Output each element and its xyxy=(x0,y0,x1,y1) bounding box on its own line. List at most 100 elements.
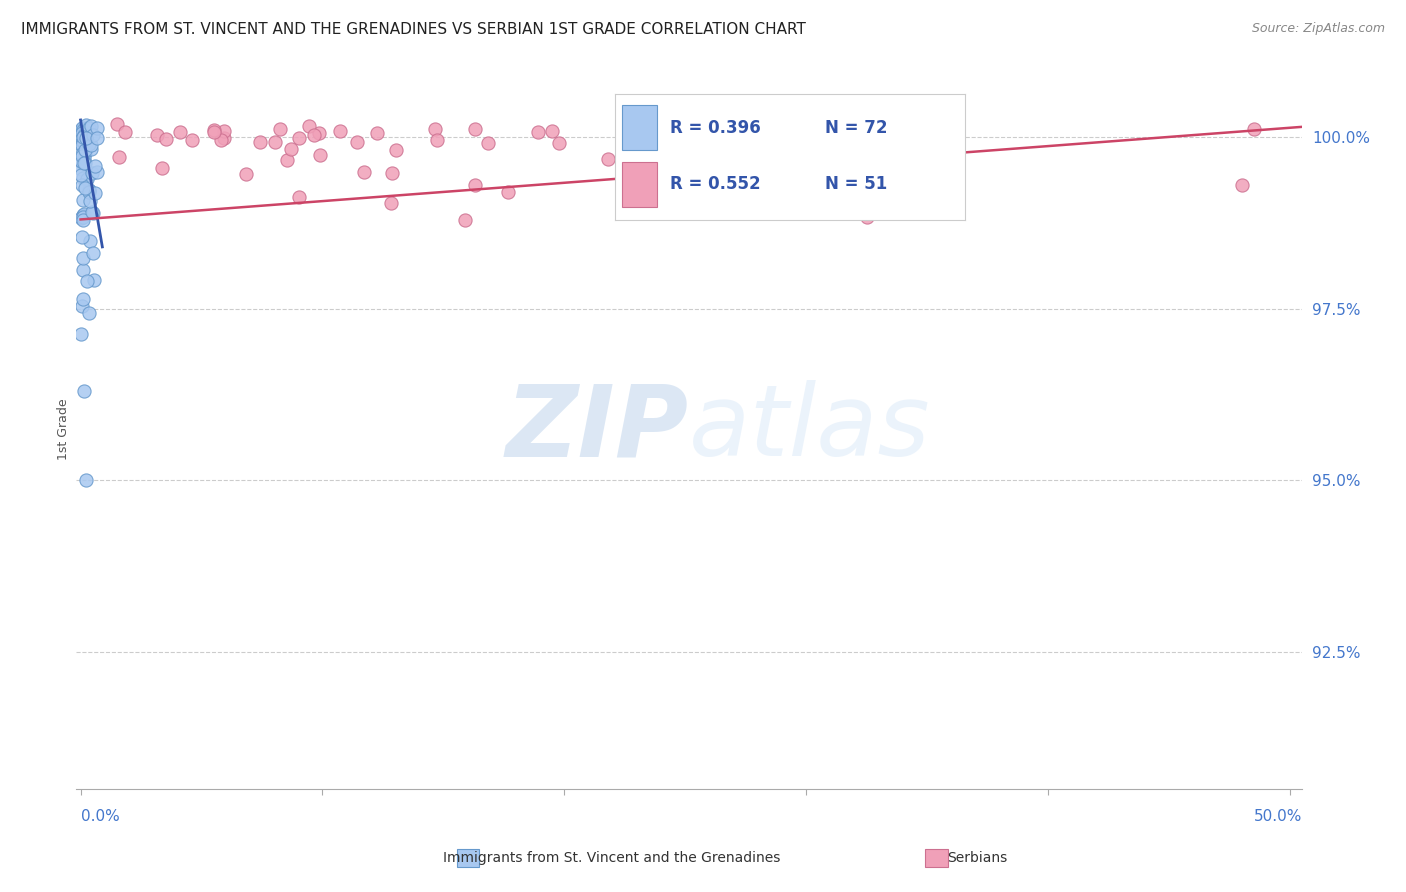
Point xyxy=(75,473,97,487)
Point xyxy=(288,190,311,204)
Point xyxy=(70,326,93,341)
Point xyxy=(169,124,191,138)
Point xyxy=(302,128,325,143)
Text: 0.0%: 0.0% xyxy=(80,809,120,824)
Point xyxy=(79,194,101,209)
Point xyxy=(72,209,94,223)
Point xyxy=(496,186,519,200)
Point xyxy=(75,140,97,154)
Point xyxy=(75,156,97,170)
Text: Immigrants from St. Vincent and the Grenadines: Immigrants from St. Vincent and the Gren… xyxy=(443,851,780,865)
Point xyxy=(72,263,94,277)
Point xyxy=(69,154,91,169)
Point xyxy=(72,123,94,137)
Point xyxy=(83,273,105,287)
Point xyxy=(73,181,96,195)
Point xyxy=(70,178,93,192)
Text: 50.0%: 50.0% xyxy=(1254,809,1302,824)
Y-axis label: 1st Grade: 1st Grade xyxy=(58,398,70,459)
Point xyxy=(72,292,94,306)
Point xyxy=(464,122,486,136)
Point xyxy=(70,126,93,140)
Point xyxy=(202,122,225,136)
Point xyxy=(70,134,93,148)
Point xyxy=(76,140,98,154)
Point xyxy=(249,135,271,149)
Point xyxy=(72,210,94,224)
Point xyxy=(79,183,101,197)
Point xyxy=(69,211,91,226)
Point xyxy=(596,153,619,167)
Point xyxy=(541,124,564,138)
Point xyxy=(346,135,368,149)
Point xyxy=(329,124,352,138)
Point xyxy=(79,119,101,133)
Text: Serbians: Serbians xyxy=(948,851,1007,865)
Point xyxy=(80,142,103,156)
Point xyxy=(73,156,96,170)
Point xyxy=(73,384,96,398)
Point xyxy=(72,127,94,141)
Point xyxy=(1230,178,1253,192)
Point xyxy=(477,136,499,150)
Point xyxy=(70,138,93,153)
Point xyxy=(76,172,98,186)
Point xyxy=(72,149,94,163)
Point xyxy=(423,122,446,136)
Point xyxy=(86,164,108,178)
Point xyxy=(353,165,375,179)
Point xyxy=(276,153,298,167)
Point xyxy=(75,143,97,157)
Point xyxy=(73,206,96,220)
Point xyxy=(70,130,93,145)
Point xyxy=(547,136,569,150)
Point xyxy=(77,183,100,197)
Point xyxy=(155,132,177,146)
Point xyxy=(77,185,100,199)
Text: atlas: atlas xyxy=(689,380,931,477)
Point xyxy=(72,129,94,144)
Point xyxy=(263,135,285,149)
Point xyxy=(72,170,94,185)
Point xyxy=(72,230,94,244)
Point xyxy=(73,151,96,165)
Point xyxy=(82,166,104,180)
Point xyxy=(72,300,94,314)
Point xyxy=(150,161,173,175)
Point xyxy=(73,128,96,142)
Point xyxy=(70,147,93,161)
Point xyxy=(454,212,477,227)
Point xyxy=(75,118,97,132)
Point xyxy=(75,120,97,135)
Point xyxy=(180,133,202,147)
Point xyxy=(298,119,321,133)
Point xyxy=(72,156,94,170)
Point xyxy=(108,151,131,165)
Point xyxy=(385,143,408,157)
Point xyxy=(309,147,332,161)
Point xyxy=(77,136,100,151)
Point xyxy=(70,128,93,142)
Point xyxy=(209,133,232,147)
Point xyxy=(72,212,94,227)
Point xyxy=(202,125,225,139)
Point xyxy=(77,306,100,320)
Point xyxy=(288,131,311,145)
Point xyxy=(73,128,96,142)
Point xyxy=(834,131,856,145)
Point xyxy=(84,160,107,174)
Point xyxy=(77,121,100,136)
Point xyxy=(72,252,94,266)
Point xyxy=(464,178,486,192)
Point xyxy=(856,210,879,224)
Point xyxy=(269,122,291,136)
Point xyxy=(76,274,98,288)
Point xyxy=(70,138,93,153)
Point xyxy=(526,125,548,139)
Point xyxy=(380,195,402,210)
Point xyxy=(628,129,651,144)
Point xyxy=(280,142,302,156)
Text: Source: ZipAtlas.com: Source: ZipAtlas.com xyxy=(1251,22,1385,36)
Point xyxy=(901,137,924,152)
Point xyxy=(235,167,257,181)
